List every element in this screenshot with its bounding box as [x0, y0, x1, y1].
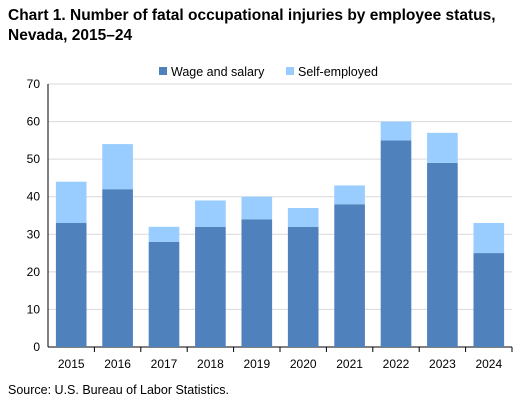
x-tick-label: 2021: [336, 357, 363, 371]
bar-self-employed: [195, 200, 226, 227]
legend-swatch-self-employed: [286, 67, 294, 75]
y-tick-label: 50: [27, 152, 41, 166]
bar-self-employed: [241, 196, 273, 220]
bar-wage-and-salary: [102, 189, 133, 347]
y-tick-label: 30: [27, 227, 41, 241]
bar-self-employed: [380, 121, 412, 141]
x-tick-label: 2020: [290, 357, 317, 371]
y-tick-label: 0: [33, 340, 40, 354]
bar-wage-and-salary: [195, 226, 226, 347]
bar-wage-and-salary: [148, 241, 180, 347]
y-tick-label: 40: [27, 190, 41, 204]
x-tick-label: 2018: [197, 357, 224, 371]
x-tick-label: 2023: [429, 357, 456, 371]
bar-self-employed: [473, 223, 505, 254]
bar-wage-and-salary: [427, 162, 458, 347]
bar-wage-and-salary: [241, 219, 273, 347]
bar-wage-and-salary: [334, 204, 365, 347]
bar-self-employed: [427, 132, 458, 163]
legend-label-self-employed: Self-employed: [298, 65, 378, 79]
y-tick-label: 20: [27, 265, 41, 279]
bar-wage-and-salary: [55, 223, 87, 347]
bar-wage-and-salary: [380, 140, 412, 347]
y-tick-label: 10: [27, 302, 41, 316]
bar-self-employed: [148, 226, 180, 242]
y-tick-label: 70: [27, 77, 41, 91]
bar-self-employed: [334, 185, 365, 205]
bar-wage-and-salary: [287, 226, 319, 347]
bar-self-employed: [102, 144, 133, 190]
y-tick-label: 60: [27, 115, 41, 129]
bar-self-employed: [55, 181, 87, 224]
legend-swatch-wage-and-salary: [159, 67, 167, 75]
bar-wage-and-salary: [473, 253, 505, 347]
x-tick-label: 2019: [243, 357, 270, 371]
source-note: Source: U.S. Bureau of Labor Statistics.: [8, 383, 229, 397]
legend-label-wage-and-salary: Wage and salary: [171, 65, 265, 79]
bar-self-employed: [287, 207, 319, 227]
x-tick-label: 2017: [151, 357, 178, 371]
x-tick-label: 2016: [104, 357, 131, 371]
x-tick-label: 2024: [475, 357, 502, 371]
x-tick-label: 2015: [58, 357, 85, 371]
chart-title: Chart 1. Number of fatal occupational in…: [8, 7, 496, 44]
x-tick-label: 2022: [383, 357, 410, 371]
